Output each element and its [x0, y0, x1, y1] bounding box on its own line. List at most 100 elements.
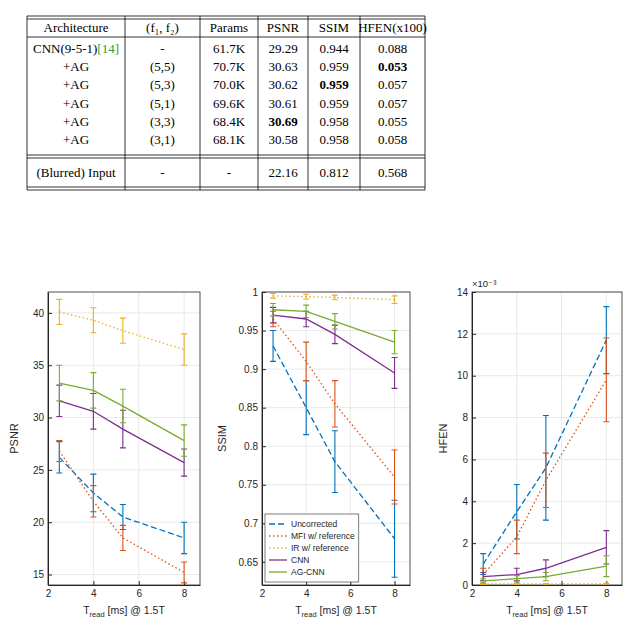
- table-cell: 70.0K: [213, 77, 246, 92]
- grid-line-y: [472, 417, 622, 418]
- tick: 6: [136, 581, 142, 599]
- grid-line-x: [561, 292, 562, 585]
- tick-label: 8: [182, 588, 188, 599]
- tick: 8: [462, 412, 476, 423]
- error-bar: [332, 314, 338, 329]
- series-line: [273, 310, 394, 342]
- grid-line-y: [472, 375, 622, 376]
- x-axis-title: Tread [ms] @ 1.5T: [506, 604, 588, 619]
- legend-label: IR w/ reference: [291, 543, 349, 553]
- error-bar: [514, 520, 520, 553]
- table-column-rule: [425, 16, 426, 190]
- tick-mark: [472, 501, 476, 502]
- grid-line-y: [472, 543, 622, 544]
- tick: 6: [348, 581, 354, 599]
- table-cell: 68.1K: [213, 132, 246, 147]
- grid-line-y: [48, 469, 200, 470]
- legend-swatch: [269, 571, 287, 572]
- table-cell: Architecture: [44, 20, 109, 35]
- tick-mark: [472, 418, 476, 419]
- tick: 4: [462, 496, 476, 507]
- table-cell: Params: [210, 20, 248, 35]
- tick-label: 4: [514, 588, 520, 599]
- tick: 20: [33, 517, 52, 528]
- table-cell: (3,1): [150, 132, 175, 147]
- legend: UncorrectedMFI w/ referenceIR w/ referen…: [265, 514, 359, 582]
- tick-mark: [48, 575, 52, 576]
- x-axis-title-part: [ms] @ 1.5T: [317, 604, 378, 616]
- series-line: [273, 319, 394, 477]
- tick-label: 10: [457, 370, 469, 381]
- results-table: Architecture(f₁, f₂)ParamsPSNRSSIMHFEN(x…: [27, 16, 427, 190]
- tick-mark: [48, 313, 52, 314]
- tick: 2: [462, 538, 476, 549]
- tick-label: 4: [91, 588, 97, 599]
- tick: 35: [33, 360, 52, 371]
- plot-frame: [472, 292, 622, 585]
- grid-line-y: [262, 330, 410, 331]
- table-cell: 70.7K: [213, 59, 246, 74]
- error-bar: [603, 583, 609, 585]
- grid-line-y: [262, 407, 410, 408]
- tick: 0.7: [244, 518, 266, 529]
- x-axis: 2468: [260, 581, 411, 599]
- chart-panel: 246802468101214HFENTread [ms] @ 1.5T×10⁻…: [437, 278, 623, 619]
- error-bar: [514, 583, 520, 585]
- error-bar: [480, 579, 486, 583]
- tick: 25: [33, 465, 52, 476]
- series-line: [483, 380, 606, 575]
- plot-frame: [262, 292, 410, 585]
- tick-label: 20: [33, 517, 45, 528]
- table-cell: 22.16: [268, 165, 298, 180]
- plot-background: [262, 292, 410, 585]
- axis-multiplier: ×10⁻³: [472, 278, 496, 289]
- series-line: [483, 583, 606, 585]
- tick-mark: [48, 470, 52, 471]
- error-bar: [120, 318, 126, 343]
- tick-mark: [472, 459, 476, 460]
- table-column-rule: [27, 16, 28, 190]
- legend-label: MFI w/ reference: [291, 531, 355, 541]
- error-bar: [270, 294, 276, 299]
- table-rule: [27, 37, 425, 38]
- tick: 0.9: [244, 364, 266, 375]
- tick-mark: [262, 408, 266, 409]
- table-cell: +AG: [63, 77, 89, 92]
- table-cell: HFEN(x100): [358, 20, 427, 35]
- tick: 12: [457, 329, 476, 340]
- chart-panel: 2468152025303540PSNRTread [ms] @ 1.5T: [8, 292, 201, 619]
- tick-label: 6: [348, 588, 354, 599]
- legend-label: CNN: [291, 555, 309, 565]
- legend-swatch: [269, 559, 287, 560]
- tick-label: 12: [457, 329, 469, 340]
- tick-label: 4: [304, 588, 310, 599]
- y-axis-title: PSNR: [8, 423, 20, 454]
- series-line: [59, 451, 184, 572]
- table-cell: 0.058: [378, 132, 407, 147]
- table-cell: 0.959: [319, 77, 349, 92]
- error-bar: [303, 342, 309, 381]
- tick-label: 0.95: [239, 325, 259, 336]
- error-bar: [56, 365, 62, 401]
- series-line: [273, 315, 394, 373]
- x-axis-title-part: read: [90, 610, 105, 619]
- tick-label: 30: [33, 412, 45, 423]
- grid-line-y: [48, 522, 200, 523]
- table-cell: 30.58: [268, 132, 297, 147]
- chart-panel: 24680.650.70.750.80.850.90.951SSIMTread …: [216, 287, 411, 619]
- tick: 8: [604, 581, 610, 599]
- tick-label: 2: [46, 588, 52, 599]
- plot-frame: [48, 292, 200, 585]
- table-rule: [27, 158, 425, 159]
- tick-label: 0.8: [244, 441, 258, 452]
- x-axis-title-part: read: [513, 610, 528, 619]
- table-cell: PSNR: [267, 20, 300, 35]
- grid: [472, 292, 622, 585]
- series-line: [273, 296, 394, 300]
- table-cell: (3,3): [150, 114, 175, 129]
- grid: [262, 292, 410, 585]
- figure: Architecture(f₁, f₂)ParamsPSNRSSIMHFEN(x…: [0, 0, 640, 622]
- tick: 4: [304, 581, 310, 599]
- tick-label: 1: [252, 287, 258, 298]
- tick-label: 8: [604, 588, 610, 599]
